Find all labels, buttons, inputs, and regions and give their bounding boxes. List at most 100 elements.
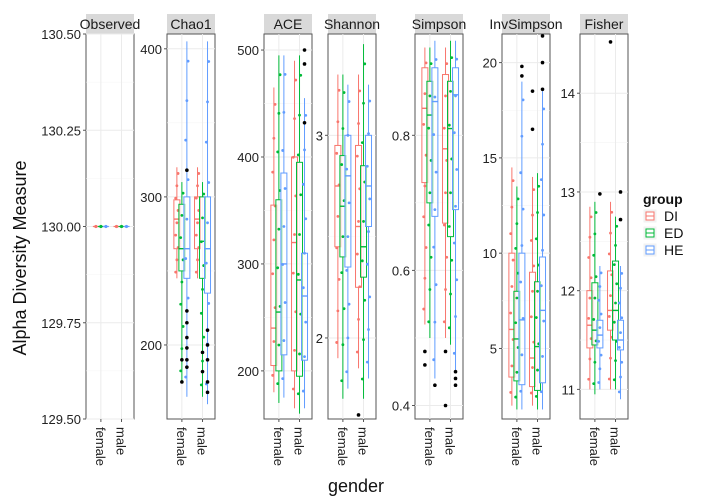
data-point [194,233,198,237]
x-tick-label: female [335,427,350,466]
data-point [422,307,426,311]
y-tick-label: 200 [237,364,259,379]
data-point [519,171,523,175]
data-point [515,296,519,300]
data-point [529,315,533,319]
data-point [422,215,426,219]
data-point [124,224,129,229]
data-point [620,360,624,364]
data-point [542,319,546,323]
data-point [283,187,287,190]
data-point [509,311,513,315]
data-point [346,235,350,239]
data-point [347,201,351,205]
data-point [181,191,185,195]
boxplot-ed [178,182,186,382]
y-tick-label: 300 [140,190,162,205]
data-point [282,339,286,342]
outlier-point [200,350,205,355]
data-point [347,100,351,103]
data-point [521,317,525,320]
boxplot-di [442,47,450,338]
data-point [355,154,359,158]
outlier-point [180,357,184,362]
outlier-point [608,40,613,44]
facet-strip [167,14,215,34]
data-point [180,347,184,351]
data-point [360,259,364,263]
data-point [510,205,514,209]
data-point [341,343,345,347]
data-point [447,326,451,330]
data-point [542,107,546,111]
facet-strip [580,14,628,34]
data-point [536,368,539,372]
data-point [367,230,370,233]
data-point [301,182,305,186]
data-point [442,126,446,130]
data-point [620,316,624,320]
data-point [607,377,611,381]
data-point [542,213,546,217]
data-point [509,391,513,394]
outlier-point [530,89,535,93]
data-point [362,101,365,105]
facet-title: Observed [80,16,141,32]
outlier-point [453,383,458,388]
facet-strip [264,14,312,34]
data-point [174,196,178,200]
outlier-point [185,357,189,362]
data-point [296,392,300,396]
data-point [196,221,199,225]
data-point [449,292,452,296]
data-point [346,133,350,137]
box-iqr [452,67,460,211]
data-point [272,136,276,140]
data-point [423,276,427,280]
data-point [428,288,432,291]
facet-panel: InvSimpson 5 10 15 20 female male [483,14,563,466]
data-point [427,126,431,130]
data-point [367,328,370,331]
data-point [598,367,602,371]
data-point [614,359,617,362]
data-point [301,389,305,393]
data-point [355,252,359,256]
box-iqr [612,260,620,341]
data-point [529,239,533,242]
boxplot-he [431,40,439,379]
data-point [360,377,364,381]
data-point [423,92,427,96]
data-point [592,318,596,321]
data-point [594,275,598,279]
x-tick-label: male [530,427,545,455]
boxplot-ed [591,201,599,395]
data-point [204,140,208,144]
facet-title: ACE [274,16,303,32]
boxplot-he [596,265,604,390]
data-point [597,298,601,302]
data-point [298,113,301,117]
data-point [597,381,601,384]
data-point [298,352,301,356]
data-point [539,284,543,288]
data-point [592,382,596,386]
data-point [336,214,340,218]
data-point [539,390,543,394]
data-point [520,134,524,138]
y-tick-label: 200 [140,338,162,353]
data-point [422,123,426,126]
data-point [368,295,372,299]
data-point [519,280,523,284]
data-point [532,264,536,268]
data-point [444,94,447,98]
outlier-point [520,64,524,69]
data-point [346,336,350,340]
data-point [174,270,178,274]
data-point [180,213,184,217]
y-tick-label: 129.75 [41,316,81,331]
data-point [592,253,596,257]
data-point [452,131,456,135]
data-point [429,255,433,259]
data-point [598,285,602,288]
